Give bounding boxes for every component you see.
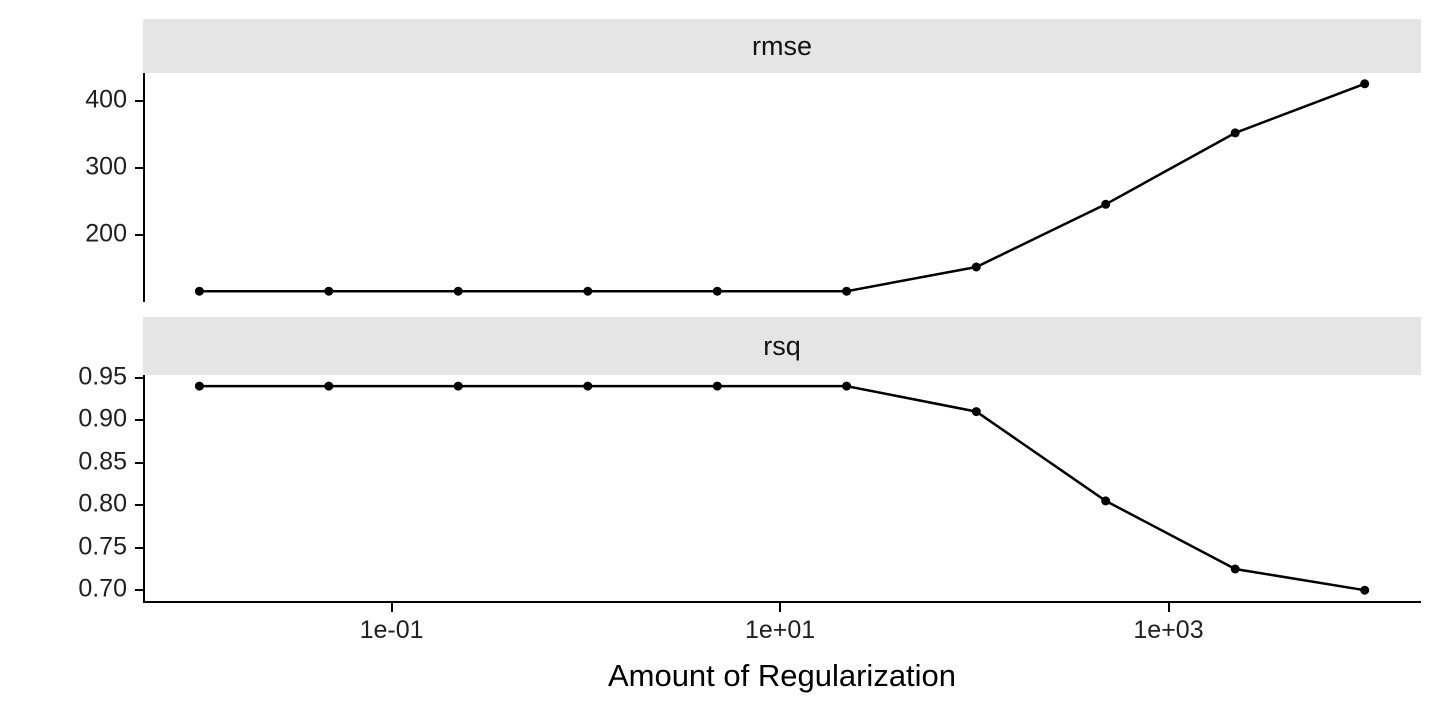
y-tick-label: 0.75 (78, 532, 127, 561)
plot-svg-rmse (194, 79, 1370, 296)
y-tick-mark (135, 419, 143, 422)
data-point (453, 286, 463, 296)
trend-line (199, 384, 1365, 592)
facet-panel-rsq (143, 375, 1421, 603)
y-tick-mark (135, 166, 143, 169)
trend-line (199, 82, 1366, 293)
y-tick-label: 0.85 (78, 446, 127, 475)
data-point (453, 381, 463, 391)
data-point (712, 286, 722, 296)
data-point (583, 286, 593, 296)
data-point (194, 286, 204, 296)
data-point (1230, 128, 1240, 138)
data-point (712, 381, 722, 391)
y-tick-label: 400 (85, 84, 127, 113)
x-tick-mark (779, 603, 782, 612)
data-point (842, 286, 852, 296)
y-tick-mark (135, 376, 143, 379)
data-point (1230, 564, 1240, 574)
data-point (583, 381, 593, 391)
y-tick-mark (135, 99, 143, 102)
facet-panel-rmse (143, 73, 1421, 302)
y-tick-label: 300 (85, 152, 127, 181)
y-tick-label: 0.95 (78, 361, 127, 390)
y-tick-mark (135, 504, 143, 507)
data-point (842, 381, 852, 391)
facet-strip-label-rsq: rsq (763, 330, 801, 361)
y-tick-mark (135, 589, 143, 592)
data-point (324, 381, 334, 391)
y-tick-mark (135, 546, 143, 549)
x-tick-mark (390, 603, 393, 612)
data-point (1360, 79, 1370, 89)
x-tick-label: 1e+03 (1133, 616, 1204, 644)
x-tick-mark (1167, 603, 1170, 612)
x-tick-label: 1e+01 (744, 616, 816, 644)
y-tick-label: 0.70 (78, 574, 127, 603)
data-point (194, 381, 204, 391)
x-tick-label: 1e-01 (359, 616, 424, 644)
data-point (324, 286, 334, 296)
facet-strip-rsq: rsq (143, 317, 1421, 375)
data-point (1101, 496, 1111, 506)
y-tick-mark (135, 461, 143, 464)
data-point (1101, 199, 1111, 209)
data-point (971, 262, 981, 272)
plot-svg-rsq (194, 381, 1370, 595)
y-tick-label: 200 (85, 219, 127, 248)
data-point (971, 407, 981, 417)
y-tick-label: 0.80 (78, 489, 127, 518)
facet-strip-rmse: rmse (143, 19, 1421, 73)
y-tick-mark (135, 234, 143, 237)
data-point (1360, 585, 1370, 595)
y-tick-label: 0.90 (78, 404, 127, 433)
facet-strip-label-rmse: rmse (752, 30, 812, 61)
x-axis-title: Amount of Regularization (607, 658, 957, 693)
